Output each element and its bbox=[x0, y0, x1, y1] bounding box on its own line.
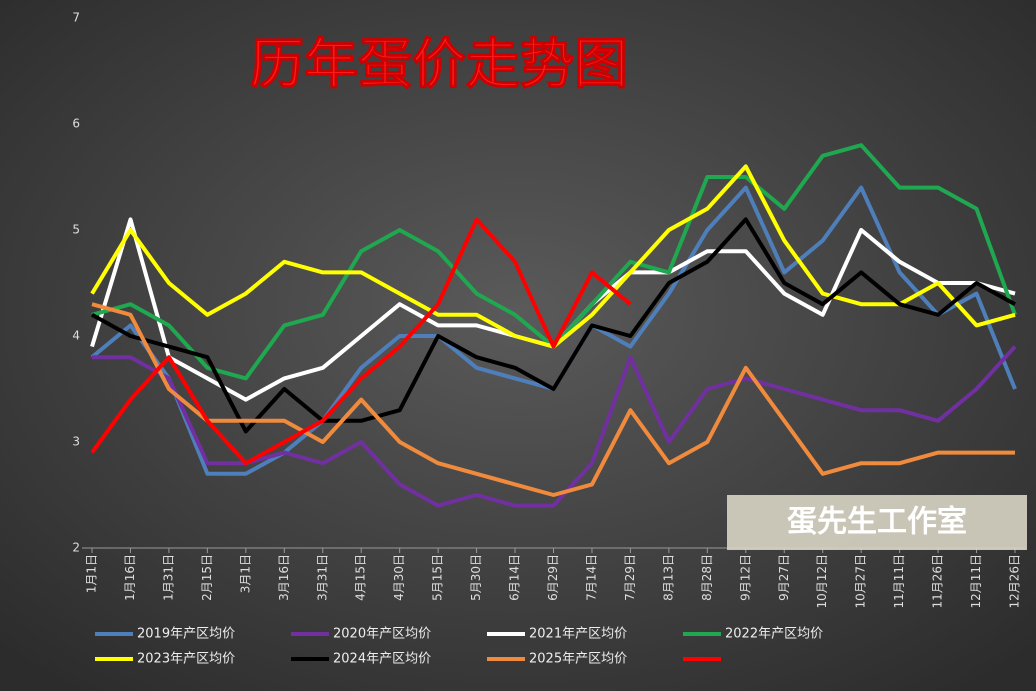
legend-label: 2025年产区均价 bbox=[529, 652, 627, 667]
x-tick-label: 1月31日 bbox=[161, 554, 175, 601]
x-tick-label: 11月26日 bbox=[931, 554, 945, 609]
x-tick-label: 2月15日 bbox=[200, 554, 214, 601]
x-tick-label: 8月13日 bbox=[661, 554, 675, 601]
x-tick-label: 10月12日 bbox=[815, 554, 829, 609]
x-tick-label: 6月29日 bbox=[546, 554, 560, 601]
x-tick-label: 10月27日 bbox=[854, 554, 868, 609]
y-tick-label: 5 bbox=[72, 223, 80, 237]
legend-label: 2021年产区均价 bbox=[529, 627, 627, 642]
x-tick-label: 12月26日 bbox=[1008, 554, 1022, 609]
chart-title: 历年蛋价走势图 bbox=[250, 33, 628, 96]
x-tick-label: 5月30日 bbox=[469, 554, 483, 601]
y-tick-label: 2 bbox=[72, 541, 80, 555]
x-tick-label: 3月16日 bbox=[277, 554, 291, 601]
y-tick-label: 6 bbox=[72, 117, 80, 131]
y-tick-label: 7 bbox=[72, 11, 80, 25]
series-line bbox=[91, 302, 1015, 497]
x-tick-label: 9月27日 bbox=[777, 554, 791, 601]
y-tick-label: 4 bbox=[72, 329, 80, 343]
x-tick-label: 4月30日 bbox=[392, 554, 406, 601]
x-tick-label: 7月29日 bbox=[623, 554, 637, 601]
x-tick-label: 8月28日 bbox=[700, 554, 714, 601]
watermark: 蛋先生工作室 bbox=[787, 505, 967, 540]
y-tick-label: 3 bbox=[72, 435, 80, 449]
x-tick-label: 1月16日 bbox=[123, 554, 137, 601]
x-tick-label: 5月15日 bbox=[431, 554, 445, 601]
watermark-box bbox=[727, 495, 1027, 550]
x-tick-label: 3月31日 bbox=[315, 554, 329, 601]
x-tick-label: 11月11日 bbox=[892, 554, 906, 609]
x-tick-label: 7月14日 bbox=[584, 554, 598, 601]
x-tick-label: 3月1日 bbox=[238, 554, 252, 593]
legend-label: 2023年产区均价 bbox=[137, 652, 235, 667]
legend-label: 2024年产区均价 bbox=[333, 652, 431, 667]
legend-label: 2022年产区均价 bbox=[725, 627, 823, 642]
series-line bbox=[91, 217, 1016, 434]
x-tick-label: 12月11日 bbox=[969, 554, 983, 609]
legend-label: 2019年产区均价 bbox=[137, 627, 235, 642]
legend-label: 2020年产区均价 bbox=[333, 627, 431, 642]
x-tick-label: 4月15日 bbox=[354, 554, 368, 601]
x-tick-label: 9月12日 bbox=[738, 554, 752, 601]
x-tick-label: 6月14日 bbox=[508, 554, 522, 601]
series-line bbox=[90, 217, 632, 466]
x-tick-label: 1月1日 bbox=[85, 554, 99, 593]
